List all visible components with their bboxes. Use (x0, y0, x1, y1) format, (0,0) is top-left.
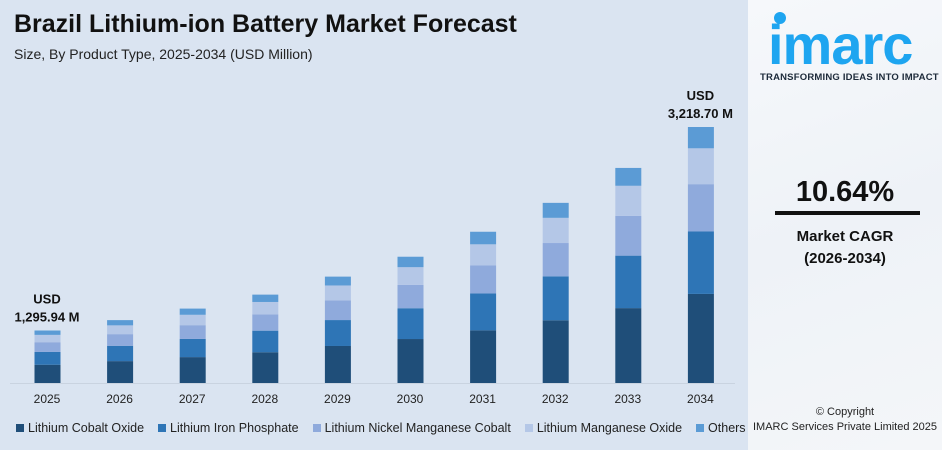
bar-segment-2032-3 (542, 217, 569, 244)
cagr-label: Market CAGR (2026-2034) (748, 226, 942, 270)
bar-segment-2031-1 (470, 293, 497, 331)
stacked-bar-chart: 2025 USD 1,295.94 M 2026 2027 2028 2029 2030 203… (10, 88, 735, 406)
bar-segment-2033-0 (615, 308, 642, 383)
x-tick-label: 2034 (687, 392, 714, 406)
bar-segment-2032-1 (542, 276, 569, 321)
bar-segment-2026-4 (107, 320, 134, 326)
legend-label: Lithium Nickel Manganese Cobalt (324, 421, 511, 435)
bar-segment-2025-3 (34, 334, 61, 343)
side-panel: imarc TRANSFORMING IDEAS INTO IMPACT 10.… (748, 0, 942, 450)
bar-segment-2028-2 (252, 314, 279, 331)
bar-segment-2027-0 (179, 357, 206, 383)
legend-swatch (158, 424, 167, 432)
x-tick-label: 2033 (614, 392, 641, 406)
bar-segment-2033-4 (615, 167, 642, 186)
bar-segment-2030-2 (397, 284, 424, 309)
copyright-line-2: IMARC Services Private Limited 2025 (752, 421, 937, 433)
bar-segment-2025-0 (34, 364, 61, 383)
bar-segment-2029-0 (324, 345, 351, 383)
bar-segment-2027-1 (179, 338, 206, 358)
data-label-value: 3,218.70 M (668, 106, 733, 121)
bar-segment-2031-0 (470, 330, 497, 383)
legend-label: Lithium Iron Phosphate (170, 421, 299, 435)
bar-segment-2026-0 (107, 361, 134, 383)
bar-segment-2029-4 (324, 276, 351, 286)
divider (775, 211, 920, 215)
x-tick-label: 2030 (397, 392, 424, 406)
bar-segment-2028-1 (252, 330, 279, 353)
cagr-label-text: Market CAGR (796, 228, 894, 245)
bar-segment-2031-2 (470, 265, 497, 294)
bar-segment-2033-3 (615, 185, 642, 216)
bar-segment-2031-3 (470, 244, 497, 266)
legend-label: Lithium Cobalt Oxide (28, 421, 145, 435)
bar-segment-2034-2 (687, 184, 714, 232)
x-tick-label: 2028 (251, 392, 278, 406)
legend-swatch (524, 424, 533, 432)
bar-segment-2034-1 (687, 231, 714, 294)
bar-segment-2033-2 (615, 215, 642, 256)
bar-segment-2034-0 (687, 293, 714, 383)
data-label-unit: USD (687, 88, 714, 103)
x-tick-label: 2029 (324, 392, 351, 406)
imarc-logo: imarc (768, 12, 913, 74)
cagr-period: (2026-2034) (804, 250, 886, 267)
bar-segment-2025-4 (34, 330, 61, 335)
bar-segment-2026-2 (107, 334, 134, 346)
bar-segment-2027-4 (179, 308, 206, 315)
chart-subtitle: Size, By Product Type, 2025-2034 (USD Mi… (14, 46, 313, 62)
bar-segment-2032-2 (542, 243, 569, 277)
tagline: TRANSFORMING IDEAS INTO IMPACT (760, 72, 939, 83)
bar-segment-2030-0 (397, 339, 424, 383)
bar-segment-2032-0 (542, 320, 569, 383)
bar-segment-2028-3 (252, 301, 279, 315)
data-label-unit: USD (33, 292, 60, 307)
bar-segment-2026-3 (107, 325, 134, 335)
legend-item: Lithium Cobalt Oxide (16, 421, 144, 435)
bar-segment-2033-1 (615, 255, 642, 309)
legend-swatch (696, 424, 705, 432)
chart-panel: Brazil Lithium-ion Battery Market Foreca… (10, 10, 746, 435)
legend-swatch (312, 424, 321, 432)
x-tick-label: 2032 (542, 392, 569, 406)
svg-text:imarc: imarc (768, 13, 912, 74)
x-tick-label: 2026 (106, 392, 133, 406)
legend-label: Others (708, 421, 746, 435)
x-tick-label: 2027 (179, 392, 206, 406)
bar-segment-2027-2 (179, 325, 206, 339)
x-tick-label: 2025 (34, 392, 61, 406)
legend-item: Lithium Iron Phosphate (158, 421, 299, 435)
cagr-value: 10.64% (795, 176, 895, 208)
bar-segment-2026-1 (107, 345, 134, 362)
bar-segment-2034-4 (687, 127, 714, 149)
legend-item: Lithium Nickel Manganese Cobalt (312, 421, 511, 435)
legend-item: Lithium Manganese Oxide (524, 421, 683, 435)
bar-segment-2029-3 (324, 285, 351, 301)
bar-segment-2025-2 (34, 342, 61, 352)
bar-segment-2028-0 (252, 352, 279, 383)
chart-title: Brazil Lithium-ion Battery Market Foreca… (14, 10, 517, 38)
data-label-value: 1,295.94 M (14, 310, 79, 325)
bar-segment-2029-1 (324, 320, 351, 346)
bar-segment-2025-1 (34, 351, 61, 365)
legend-swatch (16, 424, 24, 432)
bar-segment-2032-4 (542, 202, 569, 218)
bar-segment-2030-1 (397, 308, 424, 340)
copyright-line-1: © Copyright (815, 406, 875, 418)
bar-segment-2029-2 (324, 300, 351, 321)
copyright: © Copyright IMARC Services Private Limit… (748, 405, 942, 435)
x-tick-label: 2031 (469, 392, 496, 406)
legend-item: Others (696, 421, 746, 435)
bar-segment-2034-3 (687, 148, 714, 185)
bar-segment-2028-4 (252, 294, 279, 302)
legend-label: Lithium Manganese Oxide (536, 421, 683, 435)
bar-segment-2031-4 (470, 231, 497, 245)
bar-segment-2027-3 (179, 314, 206, 326)
bar-segment-2030-3 (397, 267, 424, 285)
bar-segment-2030-4 (397, 256, 424, 268)
legend: Lithium Cobalt Oxide Lithium Iron Phospha… (16, 421, 746, 435)
